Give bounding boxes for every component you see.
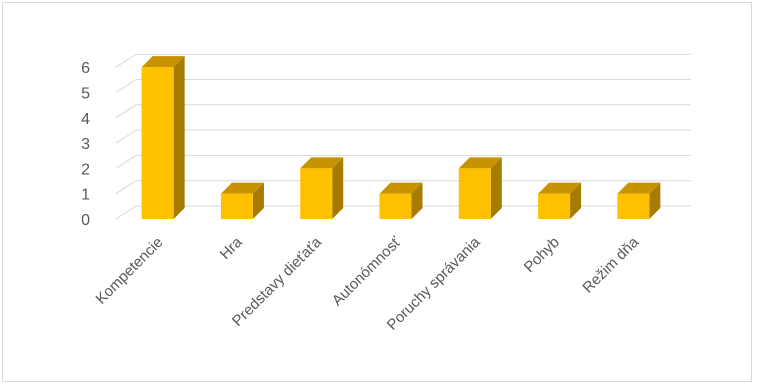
bar-side (252, 182, 264, 219)
x-category-label-2: Hra (217, 233, 247, 263)
gridline-0 (115, 205, 691, 220)
bar-6 (538, 182, 582, 219)
gridlines (115, 53, 691, 220)
bar-side (173, 56, 185, 220)
y-axis-ticks: 0 1 2 3 4 5 6 (81, 60, 90, 229)
y-tick-label-5: 5 (81, 86, 90, 103)
gridline-1 (115, 180, 691, 195)
y-tick-label-3: 3 (81, 136, 90, 153)
bar-front (379, 193, 412, 219)
y-tick-label-6: 6 (81, 60, 90, 77)
x-category-label-6: Pohyb (521, 234, 563, 276)
bar-side (570, 182, 582, 219)
bar-1 (141, 56, 185, 220)
bar-3 (300, 157, 344, 219)
y-tick-label-2: 2 (81, 161, 90, 178)
bar-side (332, 157, 344, 219)
y-tick-label-1: 1 (81, 187, 90, 204)
gridline-5 (115, 79, 691, 93)
bar-2 (220, 182, 264, 219)
x-category-label-7: Režim dňa (579, 233, 642, 296)
bar-front (220, 193, 253, 219)
bar-front (538, 193, 571, 219)
bar-4 (379, 182, 423, 219)
bar-top (220, 182, 264, 194)
bar-front (617, 193, 650, 219)
bar-top (141, 56, 185, 68)
bar-top (300, 157, 344, 169)
y-tick-label-4: 4 (81, 111, 90, 128)
gridline-2 (115, 154, 691, 169)
gridline-6 (115, 53, 691, 68)
bar-top (379, 182, 423, 194)
bar-front (458, 168, 491, 219)
bar-top (617, 182, 661, 194)
bar-7 (617, 182, 661, 219)
gridline-3 (115, 129, 691, 144)
x-category-label-1: Kompetencie (93, 234, 167, 308)
bar-top (458, 157, 502, 169)
bar-front (300, 168, 333, 219)
bars (141, 56, 661, 220)
bar-front (141, 67, 174, 219)
bar-side (649, 182, 661, 219)
y-tick-label-0: 0 (81, 212, 90, 229)
bar-side (411, 182, 423, 219)
bar-side (490, 157, 502, 219)
gridline-4 (115, 104, 691, 119)
bar-top (538, 182, 582, 194)
bar-5 (458, 157, 502, 219)
x-category-label-4: Autonómnosť (329, 234, 405, 310)
